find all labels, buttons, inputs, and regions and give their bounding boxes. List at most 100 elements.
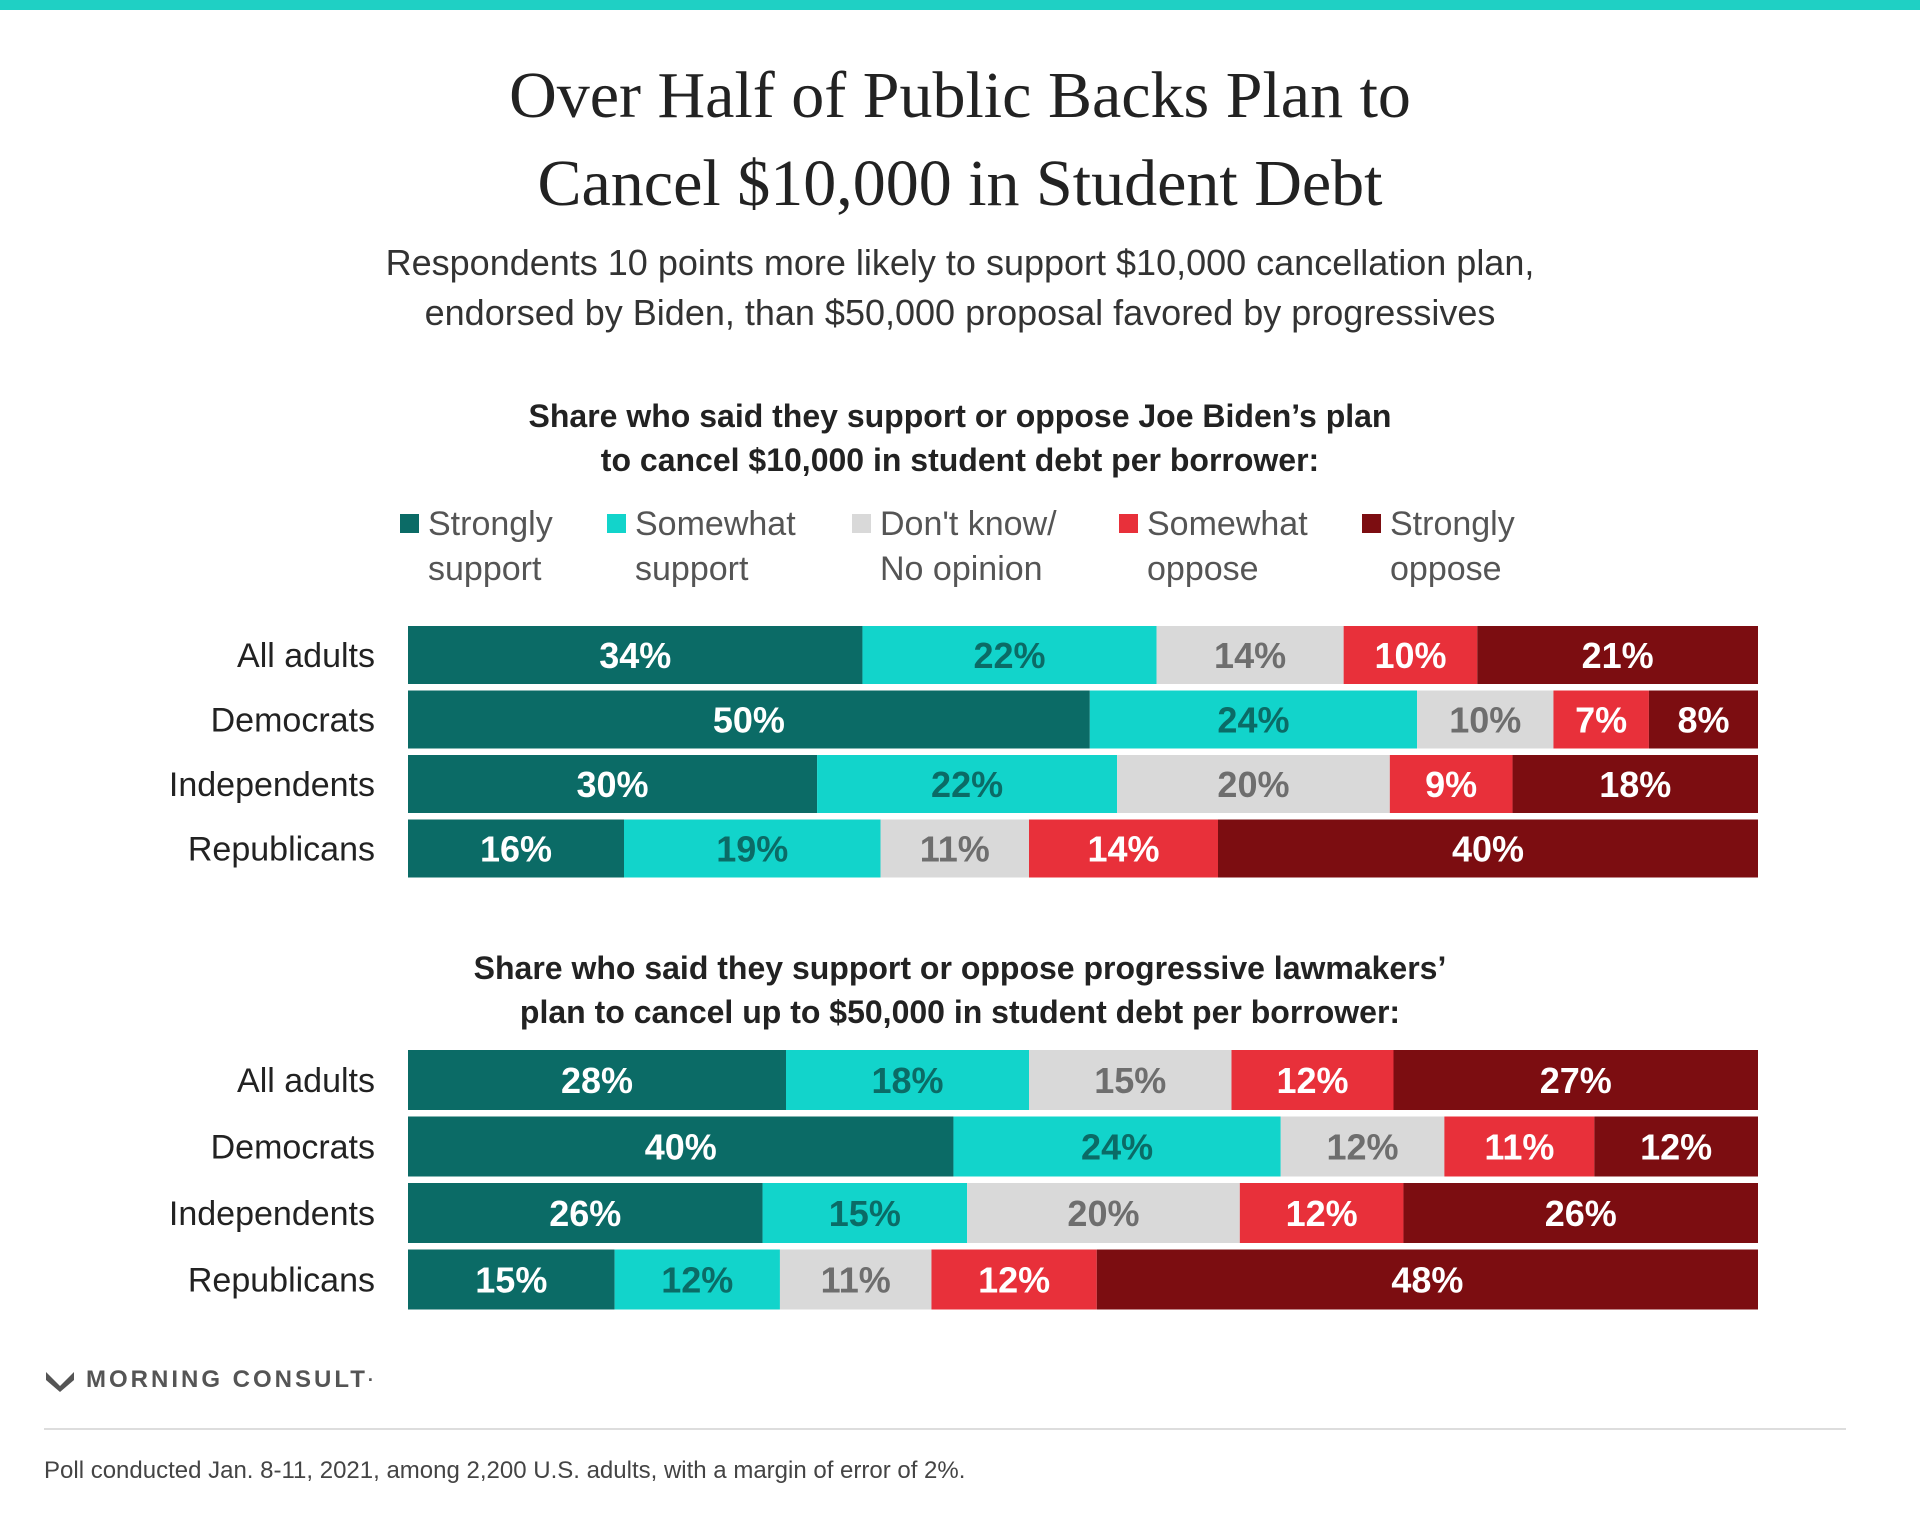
data-label: 10%: [1374, 635, 1446, 676]
bar-segment-somewhat-oppose: [1239, 1183, 1404, 1243]
bar-segment-somewhat-support: [786, 1050, 1029, 1110]
chart-1-heading: Share who said they support or oppose Jo…: [0, 394, 1920, 482]
bar-segment-somewhat-support: [953, 1116, 1281, 1177]
legend-swatch: [607, 514, 626, 533]
data-label: 40%: [645, 1127, 717, 1168]
data-label: 12%: [1276, 1060, 1348, 1101]
bar-segment-dont-know: [967, 1183, 1240, 1243]
bar-segment-somewhat-support: [762, 1183, 968, 1243]
bar-segment-strongly-oppose: [1393, 1050, 1758, 1110]
data-label: 14%: [1087, 829, 1159, 870]
footnote: Poll conducted Jan. 8-11, 2021, among 2,…: [44, 1457, 966, 1484]
bar-segment-somewhat-support: [862, 626, 1157, 684]
bar-segment-somewhat-oppose: [931, 1249, 1097, 1310]
chart-2-heading-line-2: plan to cancel up to $50,000 in student …: [519, 994, 1401, 1030]
subtitle: Respondents 10 points more likely to sup…: [0, 238, 1920, 338]
data-label: 9%: [1425, 764, 1477, 805]
bar-segment-strongly-oppose: [1403, 1183, 1758, 1243]
data-label: 11%: [1484, 1127, 1554, 1168]
data-label: 22%: [931, 764, 1003, 805]
bar-segment-dont-know: [880, 819, 1029, 878]
data-label: 12%: [1286, 1193, 1358, 1234]
legend-swatch: [400, 514, 419, 533]
bar-segment-dont-know: [1156, 626, 1344, 684]
bar-segment-somewhat-oppose: [1231, 1050, 1394, 1110]
data-label: 50%: [713, 700, 785, 741]
data-label: 18%: [871, 1060, 943, 1101]
data-label: 26%: [549, 1193, 621, 1234]
bar-segment-strongly-oppose: [1477, 626, 1758, 684]
legend-label: Strongly support: [428, 505, 553, 588]
data-label: 48%: [1391, 1260, 1463, 1301]
title-line-1: Over Half of Public Backs Plan to: [509, 59, 1411, 132]
data-label: 11%: [920, 829, 990, 870]
bar-segment-strongly-support: [408, 1050, 786, 1110]
data-label: 8%: [1677, 700, 1729, 741]
data-label: 24%: [1217, 700, 1289, 741]
row-label: Republicans: [188, 1262, 375, 1300]
bar-segment-strongly-support: [408, 690, 1090, 749]
row-label: Democrats: [211, 702, 375, 740]
chart-1-heading-line-1: Share who said they support or oppose Jo…: [528, 398, 1392, 434]
chart-2-heading-line-1: Share who said they support or oppose pr…: [473, 950, 1447, 986]
bar-segment-strongly-support: [408, 1183, 763, 1243]
chart-2-heading: Share who said they support or oppose pr…: [0, 946, 1920, 1034]
bar-segment-strongly-oppose: [1594, 1116, 1758, 1177]
row-label: Democrats: [211, 1129, 375, 1167]
data-label: 15%: [1094, 1060, 1166, 1101]
bar-segment-dont-know: [1029, 1050, 1232, 1110]
row-label: Republicans: [188, 831, 375, 869]
bar-segment-somewhat-support: [624, 819, 881, 878]
row-label: Independents: [169, 1195, 375, 1233]
data-label: 16%: [480, 829, 552, 870]
bar-segment-dont-know: [779, 1249, 932, 1310]
data-label: 24%: [1081, 1127, 1153, 1168]
data-label: 34%: [599, 635, 671, 676]
data-label: 40%: [1452, 829, 1524, 870]
data-label: 11%: [821, 1260, 891, 1301]
data-label: 12%: [978, 1260, 1050, 1301]
bar-segment-strongly-oppose: [1218, 819, 1758, 878]
legend-label: Somewhat support: [635, 505, 796, 588]
legend: Strongly support Somewhat support Don't kn…: [400, 502, 1600, 602]
data-label: 26%: [1545, 1193, 1617, 1234]
bar-segment-somewhat-support: [817, 755, 1118, 813]
legend-label: Don't know/No opinion: [880, 505, 1057, 588]
data-label: 27%: [1540, 1060, 1612, 1101]
row-label: All adults: [237, 637, 375, 675]
legend-swatch: [1119, 514, 1138, 533]
data-label: 12%: [661, 1260, 733, 1301]
legend-label: Somewhat oppose: [1147, 505, 1308, 588]
chart-1-heading-line-2: to cancel $10,000 in student debt per bo…: [600, 442, 1320, 478]
bar-segment-strongly-support: [408, 626, 863, 684]
legend-swatch: [1362, 514, 1381, 533]
data-label: 22%: [973, 635, 1045, 676]
bar-segment-dont-know: [1117, 755, 1390, 813]
brand-name: MORNING CONSULT·: [86, 1366, 377, 1393]
data-label: 18%: [1599, 764, 1671, 805]
data-label: 12%: [1640, 1127, 1712, 1168]
chart-50k-plan: All adults 28% 18% 15% 12% 27% Democrats 40% 24%…: [169, 1050, 1758, 1310]
bar-segment-somewhat-oppose: [1553, 690, 1649, 749]
bar-segment-strongly-oppose: [1096, 1249, 1758, 1310]
bar-segment-strongly-support: [408, 1249, 615, 1310]
data-label: 30%: [577, 764, 649, 805]
data-label: 10%: [1449, 700, 1521, 741]
top-accent-bar: [0, 0, 1920, 10]
bar-segment-strongly-support: [408, 755, 818, 813]
bar-segment-somewhat-oppose: [1444, 1116, 1595, 1177]
data-label: 7%: [1575, 700, 1627, 741]
data-label: 12%: [1327, 1127, 1399, 1168]
data-label: 20%: [1067, 1193, 1139, 1234]
bar-segment-somewhat-oppose: [1343, 626, 1478, 684]
bar-segment-strongly-oppose: [1648, 690, 1758, 749]
bar-segment-somewhat-support: [1089, 690, 1418, 749]
legend-swatch: [852, 514, 871, 533]
bar-segment-strongly-oppose: [1512, 755, 1758, 813]
bar-segment-strongly-support: [408, 1116, 954, 1177]
brand-logo: MORNING CONSULT·: [44, 1364, 464, 1396]
bar-segment-somewhat-oppose: [1029, 819, 1218, 878]
chart-10k-plan: All adults 34% 22% 14% 10% 21% Democrats 50% 24%…: [169, 626, 1758, 878]
bar-segment-dont-know: [1417, 690, 1554, 749]
row-label: All adults: [237, 1062, 375, 1100]
